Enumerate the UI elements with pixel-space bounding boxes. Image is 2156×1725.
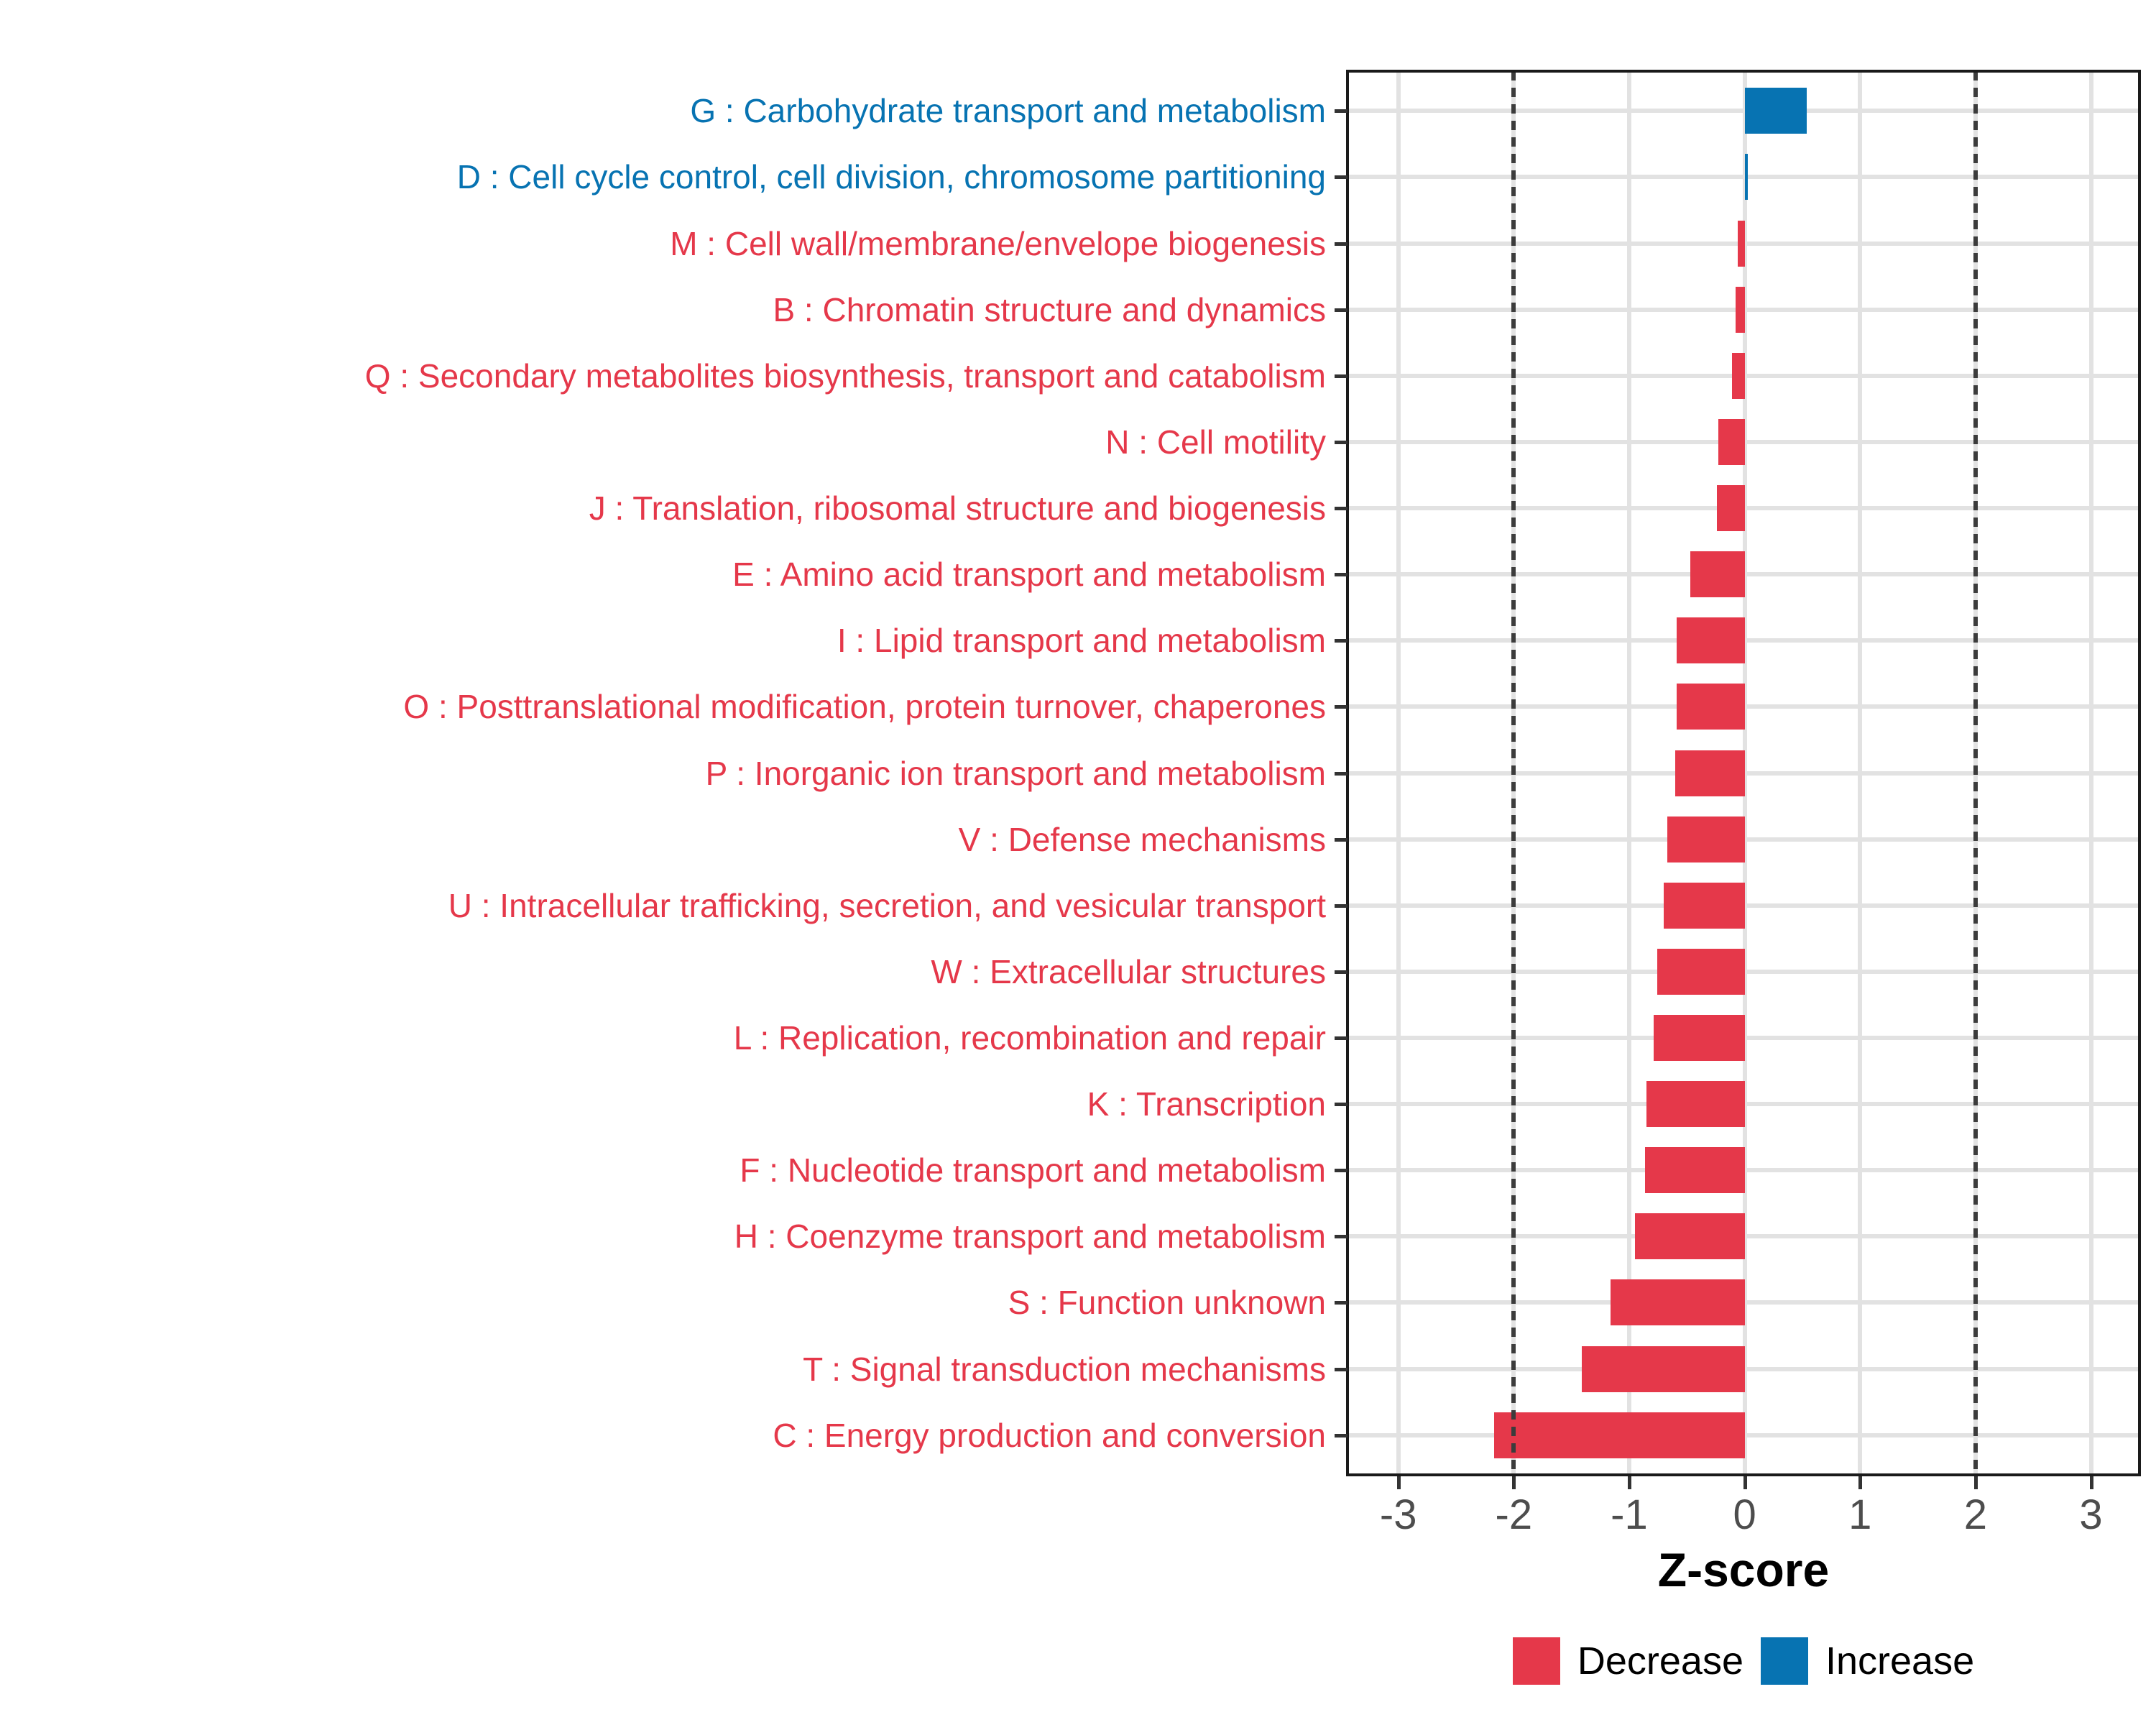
bar bbox=[1690, 551, 1745, 598]
bar bbox=[1653, 1014, 1745, 1061]
bar bbox=[1737, 220, 1745, 267]
gridline-vertical bbox=[1742, 71, 1747, 1475]
y-axis-category-label: K : Transcription bbox=[1087, 1085, 1326, 1123]
legend-item-decrease: Decrease bbox=[1512, 1637, 1743, 1685]
gridline-vertical bbox=[2088, 71, 2093, 1475]
y-axis-category-label: O : Posttranslational modification, prot… bbox=[403, 688, 1326, 726]
gridline-vertical bbox=[1858, 71, 1863, 1475]
y-axis-tick bbox=[1335, 242, 1348, 246]
y-axis-tick bbox=[1335, 903, 1348, 908]
bar bbox=[1657, 948, 1745, 995]
bar bbox=[1676, 617, 1745, 664]
bar bbox=[1646, 1081, 1745, 1128]
x-axis-tick-label: -3 bbox=[1379, 1491, 1417, 1538]
y-axis-tick bbox=[1335, 705, 1348, 709]
x-axis-title: Z-score bbox=[1657, 1543, 1830, 1596]
y-axis-tick bbox=[1335, 573, 1348, 577]
x-axis-tick bbox=[1858, 1476, 1863, 1489]
legend-key-decrease-swatch bbox=[1512, 1637, 1560, 1685]
bar bbox=[1664, 882, 1745, 929]
y-axis-category-label: B : Chromatin structure and dynamics bbox=[773, 290, 1326, 328]
legend: Decrease Increase bbox=[1348, 1637, 2139, 1685]
bar bbox=[1744, 154, 1749, 201]
bar bbox=[1582, 1346, 1745, 1392]
y-axis-category-label: C : Energy production and conversion bbox=[773, 1416, 1326, 1454]
y-axis-category-label: Q : Secondary metabolites biosynthesis, … bbox=[364, 356, 1326, 395]
x-axis-tick bbox=[1512, 1476, 1516, 1489]
bar bbox=[1718, 418, 1745, 465]
y-axis-tick bbox=[1335, 175, 1348, 180]
y-axis-category-label: M : Cell wall/membrane/envelope biogenes… bbox=[670, 224, 1326, 262]
threshold-line bbox=[1973, 71, 1978, 1475]
legend-item-increase: Increase bbox=[1760, 1637, 1975, 1685]
y-axis-category-label: P : Inorganic ion transport and metaboli… bbox=[705, 754, 1326, 792]
x-axis-tick-label: -2 bbox=[1495, 1491, 1533, 1538]
y-axis-tick bbox=[1335, 440, 1348, 444]
threshold-line bbox=[1511, 71, 1516, 1475]
y-axis-tick bbox=[1335, 970, 1348, 974]
y-axis-tick bbox=[1335, 837, 1348, 842]
y-axis-category-label: F : Nucleotide transport and metabolism bbox=[740, 1151, 1326, 1190]
bar bbox=[1675, 750, 1745, 796]
x-axis-tick bbox=[1973, 1476, 1978, 1489]
bar bbox=[1676, 684, 1745, 730]
x-axis-tick bbox=[1743, 1476, 1747, 1489]
gridline-vertical bbox=[1626, 71, 1631, 1475]
bar bbox=[1494, 1412, 1745, 1458]
y-axis-category-label: N : Cell motility bbox=[1105, 423, 1326, 461]
x-axis-tick-label: 2 bbox=[1963, 1491, 1987, 1538]
y-axis-tick bbox=[1335, 1433, 1348, 1438]
bar bbox=[1731, 352, 1745, 399]
x-axis-tick-label: 1 bbox=[1848, 1491, 1872, 1538]
x-axis-tick bbox=[2089, 1476, 2093, 1489]
gridline-vertical bbox=[1396, 71, 1401, 1475]
y-axis-category-label: L : Replication, recombination and repai… bbox=[733, 1018, 1326, 1057]
y-axis-tick bbox=[1335, 1103, 1348, 1107]
x-axis-tick-label: -1 bbox=[1611, 1491, 1648, 1538]
y-axis-category-label: I : Lipid transport and metabolism bbox=[837, 622, 1326, 660]
bar bbox=[1634, 1213, 1745, 1260]
y-axis-category-label: D : Cell cycle control, cell division, c… bbox=[456, 158, 1326, 196]
y-axis-category-label: S : Function unknown bbox=[1008, 1284, 1326, 1322]
x-axis-tick-label: 0 bbox=[1733, 1491, 1756, 1538]
legend-key-increase-swatch bbox=[1760, 1637, 1808, 1685]
y-axis-tick bbox=[1335, 1367, 1348, 1371]
y-axis-category-label: H : Coenzyme transport and metabolism bbox=[734, 1218, 1326, 1256]
x-axis-tick bbox=[1396, 1476, 1401, 1489]
y-axis-category-label: V : Defense mechanisms bbox=[958, 820, 1326, 858]
legend-label-increase: Increase bbox=[1825, 1639, 1975, 1683]
y-axis-tick bbox=[1335, 308, 1348, 312]
y-axis-category-label: U : Intracellular trafficking, secretion… bbox=[448, 886, 1326, 924]
y-axis-tick bbox=[1335, 374, 1348, 378]
y-axis-tick bbox=[1335, 109, 1348, 114]
y-axis-tick bbox=[1335, 1169, 1348, 1173]
y-axis-tick bbox=[1335, 1301, 1348, 1305]
bar bbox=[1611, 1279, 1745, 1326]
bar bbox=[1735, 286, 1745, 333]
y-axis-category-label: T : Signal transduction mechanisms bbox=[803, 1350, 1326, 1388]
y-axis-tick bbox=[1335, 639, 1348, 643]
y-axis-category-label: E : Amino acid transport and metabolism bbox=[732, 556, 1326, 594]
y-axis-tick bbox=[1335, 771, 1348, 776]
y-axis-tick bbox=[1335, 1036, 1348, 1040]
bar bbox=[1645, 1147, 1745, 1194]
bar bbox=[1744, 88, 1807, 134]
y-axis-tick bbox=[1335, 1235, 1348, 1239]
y-axis-category-label: J : Translation, ribosomal structure and… bbox=[589, 489, 1326, 527]
x-axis-tick-label: 3 bbox=[2079, 1491, 2103, 1538]
y-axis-tick bbox=[1335, 507, 1348, 510]
y-axis-category-label: G : Carbohydrate transport and metabolis… bbox=[690, 92, 1326, 130]
bar bbox=[1717, 485, 1745, 531]
y-axis-category-label: W : Extracellular structures bbox=[931, 952, 1326, 990]
bar bbox=[1667, 816, 1745, 862]
legend-label-decrease: Decrease bbox=[1577, 1639, 1743, 1683]
x-axis-tick bbox=[1627, 1476, 1631, 1489]
